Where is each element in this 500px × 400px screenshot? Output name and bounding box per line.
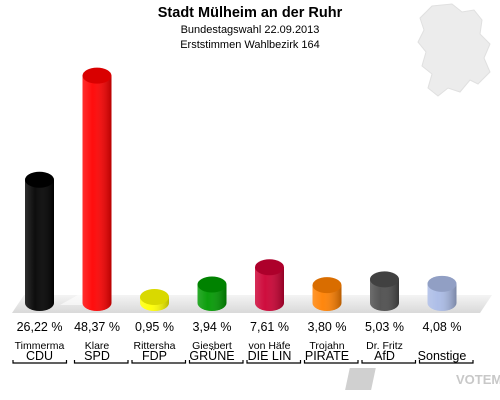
candidate-label: Giesbert xyxy=(192,340,232,352)
bar-afd xyxy=(370,271,399,311)
candidate-label: Trojahn xyxy=(309,340,344,352)
chart-subtitle-district: Erststimmen Wahlbezirk 164 xyxy=(180,39,320,51)
value-label: 26,22 % xyxy=(17,320,63,334)
candidate-label: Dr. Fritz xyxy=(366,340,403,352)
bar-sonstige xyxy=(427,275,457,311)
party-label: PIRATE xyxy=(305,349,349,363)
floor-stripe xyxy=(60,165,330,305)
germany-map-icon xyxy=(417,3,491,97)
bar-fdp xyxy=(140,289,169,311)
category-underline xyxy=(131,360,187,364)
chart-title: Stadt Mülheim an der Ruhr xyxy=(158,5,343,21)
party-label: GRÜNE xyxy=(189,349,234,363)
category-underline xyxy=(188,360,244,364)
candidate-label: von Häfe xyxy=(248,340,290,352)
logo-text: VOTEMANAGER xyxy=(456,372,500,387)
bar-pirate xyxy=(312,277,342,311)
party-label: FDP xyxy=(142,349,167,363)
party-label: AfD xyxy=(374,349,395,363)
value-label: 4,08 % xyxy=(423,320,462,334)
value-label: 3,94 % xyxy=(193,320,232,334)
party-label: SPD xyxy=(84,349,110,363)
value-label: 48,37 % xyxy=(74,320,120,334)
party-label: DIE LIN xyxy=(248,349,292,363)
votemanager-logo: VOTEMANAGER xyxy=(345,368,500,390)
value-label: 5,03 % xyxy=(365,320,404,334)
bar-gr-ne xyxy=(197,276,227,311)
candidate-label: Timmerma xyxy=(15,340,65,352)
bar-die-lin xyxy=(255,259,284,311)
category-underline xyxy=(418,360,474,364)
value-label: 0,95 % xyxy=(135,320,174,334)
category-underline xyxy=(303,360,359,364)
candidate-label: Klare xyxy=(85,340,110,352)
candidate-label: Rittersha xyxy=(133,340,175,352)
bar-cdu xyxy=(25,171,54,311)
bar-spd xyxy=(82,67,112,311)
category-underline xyxy=(246,360,302,364)
category-underline xyxy=(361,360,417,364)
value-label: 7,61 % xyxy=(250,320,289,334)
chart-subtitle-date: Bundestagswahl 22.09.2013 xyxy=(181,24,320,36)
category-underline xyxy=(73,360,129,364)
category-underline xyxy=(12,360,68,364)
party-label: CDU xyxy=(26,349,53,363)
value-label: 3,80 % xyxy=(308,320,347,334)
party-label: Sonstige xyxy=(418,349,467,363)
